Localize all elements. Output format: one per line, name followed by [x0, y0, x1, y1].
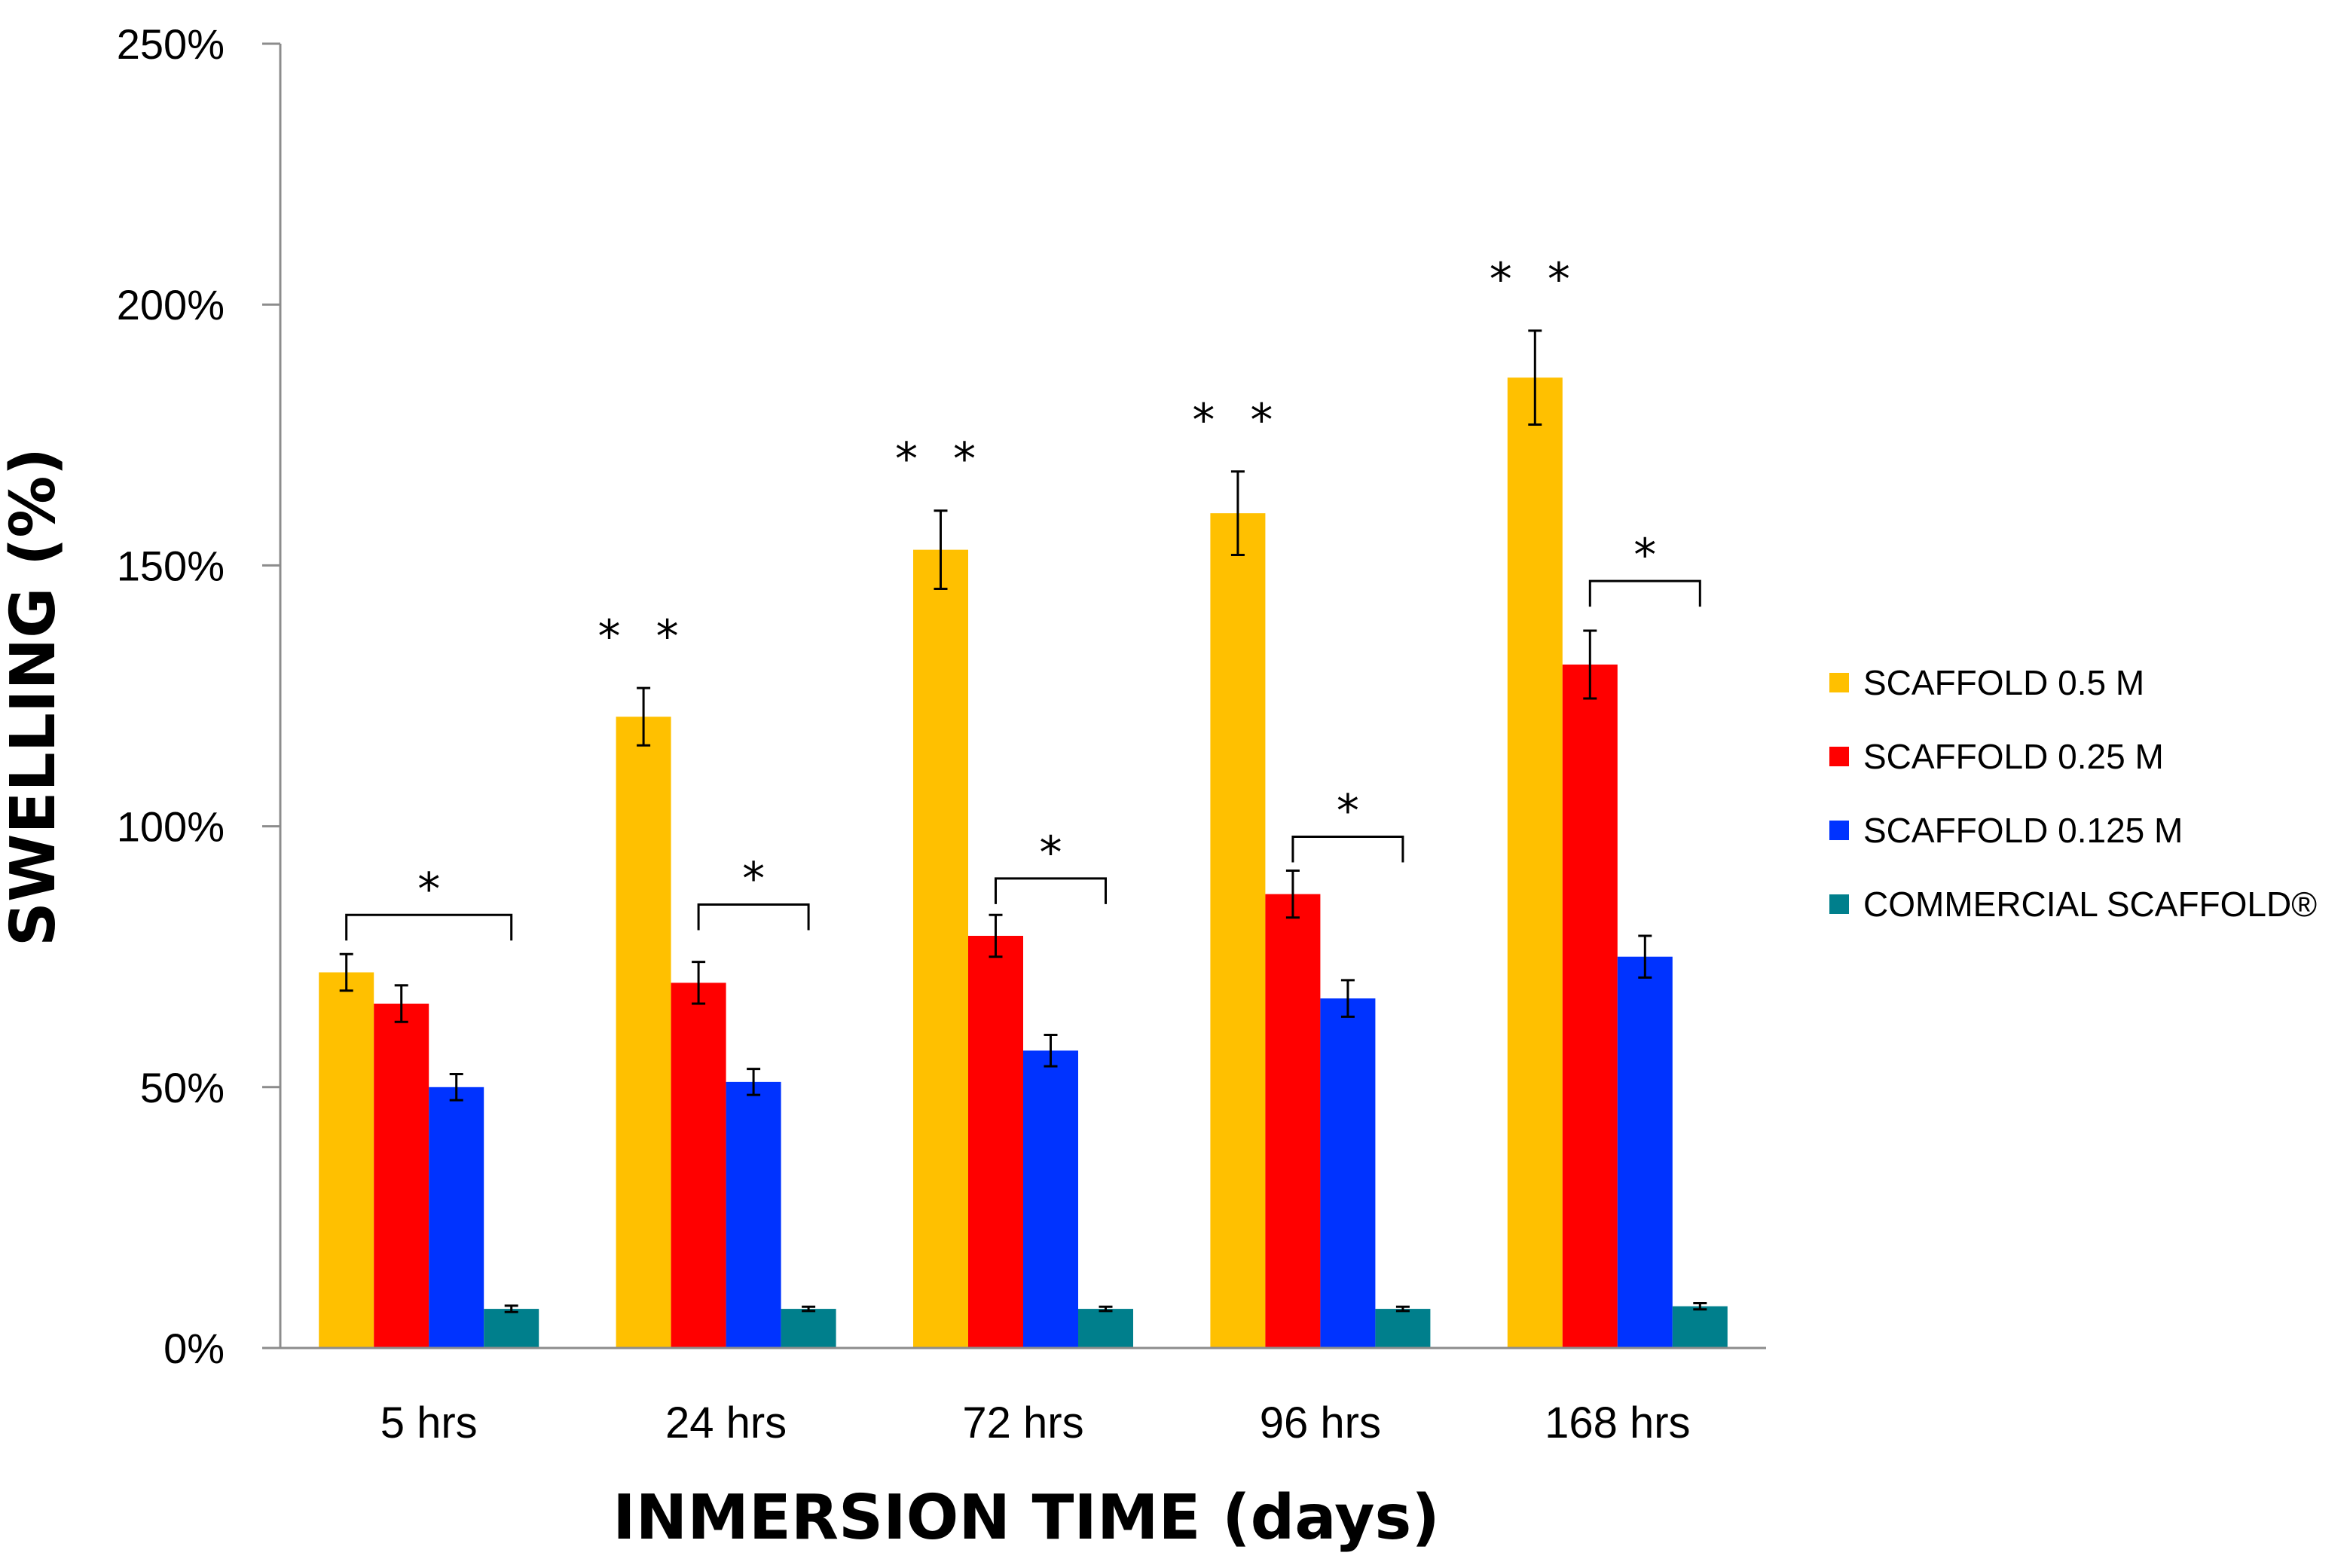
bar [781, 1309, 836, 1348]
bar [429, 1087, 484, 1348]
bar [968, 936, 1023, 1348]
error-bar [394, 984, 408, 1023]
error-bar [747, 1068, 761, 1096]
bar [484, 1309, 539, 1348]
bar [1078, 1309, 1133, 1348]
y-tick-label: 100% [117, 803, 225, 851]
error-bar [802, 1305, 816, 1313]
x-tick-label: 96 hrs [1260, 1398, 1381, 1447]
error-bar [1395, 1305, 1410, 1313]
y-tick-label: 250% [117, 20, 225, 68]
legend: SCAFFOLD 0.5 M SCAFFOLD 0.25 M SCAFFOLD 0.… [1829, 663, 2317, 924]
x-tick-label: 24 hrs [665, 1398, 787, 1447]
x-tick-label: 168 hrs [1545, 1398, 1690, 1447]
error-bar [1528, 329, 1542, 426]
error-bar [1099, 1305, 1113, 1313]
bar [913, 549, 968, 1349]
legend-item: SCAFFOLD 0.25 M [1829, 737, 2164, 776]
error-bar [1693, 1301, 1707, 1311]
legend-label: SCAFFOLD 0.125 M [1863, 811, 2183, 850]
error-bars [339, 329, 1707, 1313]
legend-label: SCAFFOLD 0.5 M [1863, 663, 2144, 702]
x-tick-label: 5 hrs [380, 1398, 478, 1447]
error-bar [989, 913, 1003, 958]
significance-label: * [1337, 784, 1359, 837]
bar [726, 1081, 781, 1348]
bar [1210, 513, 1266, 1349]
error-bar [504, 1304, 518, 1313]
significance-label: * * [1192, 394, 1283, 447]
significance-label: * * [895, 433, 986, 486]
error-bar [1583, 629, 1597, 700]
significance-label: * [742, 852, 765, 905]
error-bar [449, 1072, 463, 1102]
x-tick-label: 72 hrs [962, 1398, 1083, 1447]
y-axis: 0% 50% 100% 150% 200% 250% [117, 20, 282, 1372]
legend-item: SCAFFOLD 0.125 M [1829, 811, 2183, 850]
significance-label: * [417, 863, 440, 915]
legend-label: SCAFFOLD 0.25 M [1863, 737, 2164, 776]
y-tick-label: 200% [117, 281, 225, 329]
significance-markers: * * * * * * * * * * * * * [345, 253, 1701, 941]
significance-bracket [995, 877, 1107, 904]
error-bar [637, 686, 651, 747]
error-bar [1044, 1034, 1058, 1068]
error-bar [934, 509, 948, 591]
legend-swatch [1829, 747, 1849, 766]
bar [1320, 998, 1376, 1348]
bar [1265, 894, 1321, 1348]
bar [671, 983, 726, 1348]
bar [1023, 1050, 1078, 1348]
y-axis-title: SWELLING (%) [0, 448, 69, 946]
y-tick-label: 150% [117, 542, 225, 589]
bar [1375, 1309, 1431, 1348]
error-bar [1638, 934, 1652, 979]
bar [1562, 664, 1618, 1348]
significance-label: * * [598, 610, 689, 663]
legend-item: COMMERCIAL SCAFFOLD® [1829, 885, 2317, 924]
legend-item: SCAFFOLD 0.5 M [1829, 663, 2144, 702]
bar [1672, 1306, 1728, 1348]
bar [374, 1004, 429, 1348]
significance-bracket [1588, 579, 1701, 607]
significance-label: * [1633, 529, 1656, 582]
significance-bracket [345, 913, 513, 941]
bar [616, 717, 671, 1348]
legend-swatch [1829, 821, 1849, 840]
significance-bracket [1291, 835, 1404, 863]
error-bar [1285, 869, 1300, 919]
bar [319, 972, 374, 1348]
x-axis-title: INMERSION TIME (days) [613, 1482, 1440, 1554]
bars [319, 377, 1728, 1349]
bar [1507, 377, 1563, 1348]
error-bar [1340, 979, 1355, 1018]
error-bar [339, 952, 353, 992]
x-axis: 5 hrs 24 hrs 72 hrs 96 hrs 168 hrs [280, 1346, 1766, 1447]
error-bar [692, 961, 706, 1005]
significance-label: * [1040, 827, 1062, 879]
legend-swatch [1829, 894, 1849, 914]
bar [1617, 956, 1673, 1348]
error-bar [1230, 470, 1245, 557]
y-tick-label: 50% [140, 1064, 225, 1111]
significance-label: * * [1490, 253, 1581, 306]
legend-label: COMMERCIAL SCAFFOLD® [1863, 885, 2317, 924]
y-tick-label: 0% [163, 1325, 225, 1372]
legend-swatch [1829, 673, 1849, 692]
significance-bracket [697, 903, 810, 931]
